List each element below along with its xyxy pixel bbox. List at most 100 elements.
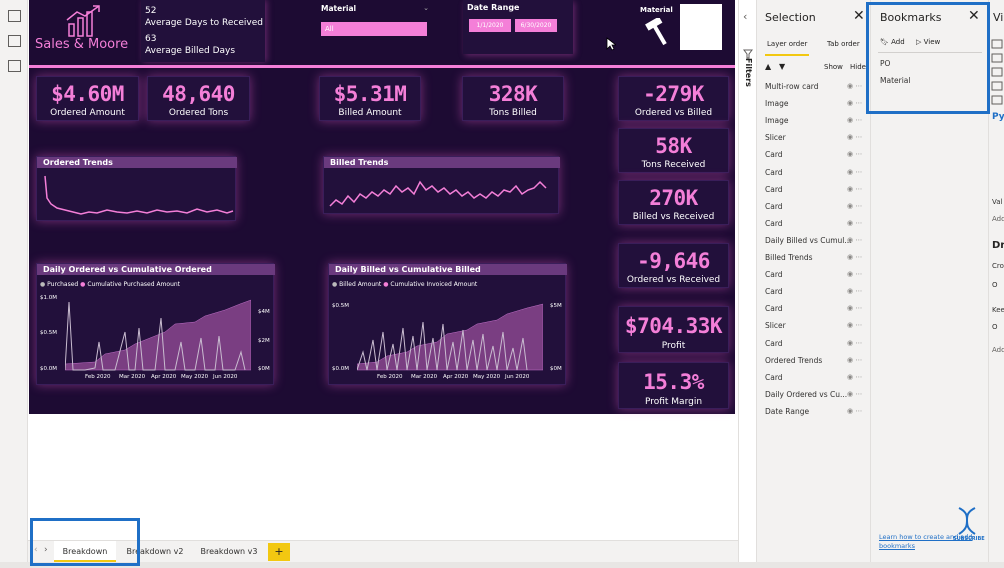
billed-trends-chart[interactable]: Billed Trends <box>323 156 560 214</box>
visibility-eye-icon[interactable]: ◉ ⋯ <box>847 116 863 125</box>
logo-card[interactable]: Sales & Moore <box>29 0 139 62</box>
viz-icon-grid[interactable] <box>991 38 1003 108</box>
visibility-eye-icon[interactable]: ◉ ⋯ <box>847 253 863 261</box>
layer-item[interactable]: Card ◉ ⋯ <box>757 168 871 182</box>
layer-item[interactable]: Card ◉ ⋯ <box>757 339 871 353</box>
layer-item[interactable]: Image ◉ ⋯ <box>757 99 871 113</box>
visibility-eye-icon[interactable]: ◉ ⋯ <box>847 270 863 279</box>
visibility-eye-icon[interactable]: ◉ ⋯ <box>847 184 863 193</box>
layer-item[interactable]: Card ◉ ⋯ <box>757 287 871 301</box>
view-bookmark-button[interactable]: ▷ View <box>916 38 940 46</box>
show-all-button[interactable]: Show <box>824 63 843 71</box>
tab-tab-order[interactable]: Tab order <box>827 40 860 48</box>
close-icon[interactable]: ✕ <box>968 8 980 24</box>
close-icon[interactable]: ✕ <box>853 8 865 24</box>
model-view-icon[interactable] <box>8 60 21 72</box>
start-date-input[interactable]: 1/1/2020 <box>469 19 511 32</box>
material-image[interactable]: Material <box>636 4 732 52</box>
kpi-profit[interactable]: $704.33K Profit <box>618 306 729 353</box>
material-slicer[interactable]: Material ⌄ All <box>321 4 429 38</box>
visibility-eye-icon[interactable]: ◉ ⋯ <box>847 355 863 364</box>
visibility-eye-icon[interactable]: ◉ ⋯ <box>847 99 863 108</box>
layer-item[interactable]: Card ◉ ⋯ <box>757 304 871 318</box>
layer-item[interactable]: Daily Billed vs Cumul... ◉ ⋯ <box>757 236 871 250</box>
visibility-eye-icon[interactable]: ◉ ⋯ <box>847 304 863 313</box>
data-view-icon[interactable] <box>8 35 21 47</box>
tab-layer-order[interactable]: Layer order <box>767 40 808 48</box>
add-bookmark-button[interactable]: 🔖︎ Add <box>880 38 905 46</box>
hide-all-button[interactable]: Hide <box>850 63 866 71</box>
material-dropdown[interactable]: All <box>321 22 427 36</box>
kpi-tons-billed[interactable]: 328K Tons Billed <box>462 76 564 121</box>
end-date-input[interactable]: 6/30/2020 <box>515 19 557 32</box>
kpi-billed-vs-received[interactable]: 270K Billed vs Received <box>618 180 729 225</box>
daily-ordered-chart[interactable]: Daily Ordered vs Cumulative Ordered ● Pu… <box>36 263 275 385</box>
toggle-off-label[interactable]: O <box>992 281 998 289</box>
layer-item[interactable]: Image ◉ ⋯ <box>757 116 871 130</box>
layer-item[interactable]: Ordered Trends ◉ ⋯ <box>757 356 871 370</box>
add-drill-field-label[interactable]: Add <box>992 346 1004 354</box>
chevron-left-icon[interactable]: ‹ <box>34 545 38 555</box>
visibility-eye-icon[interactable]: ◉ ⋯ <box>847 150 863 159</box>
kpi-ordered-vs-billed[interactable]: -279K Ordered vs Billed <box>618 76 729 121</box>
visibility-eye-icon[interactable]: ◉ ⋯ <box>847 235 863 244</box>
layer-item-label: Card <box>765 304 783 314</box>
visibility-eye-icon[interactable]: ◉ ⋯ <box>847 372 863 381</box>
filters-pane-collapsed[interactable]: ‹ Filters <box>738 0 756 568</box>
layer-item[interactable]: Card ◉ ⋯ <box>757 150 871 164</box>
layer-item[interactable]: Card ◉ ⋯ <box>757 219 871 233</box>
layer-item[interactable]: Slicer ◉ ⋯ <box>757 321 871 335</box>
page-tab-breakdown-v3[interactable]: Breakdown v3 <box>200 547 258 556</box>
layer-item[interactable]: Billed Trends ◉ ⋯ <box>757 253 871 267</box>
visibility-eye-icon[interactable]: ◉ ⋯ <box>847 218 863 227</box>
learn-bookmarks-link[interactable]: Learn how to create and add bookmarks <box>879 533 973 550</box>
layer-item[interactable]: Card ◉ ⋯ <box>757 202 871 216</box>
layer-item[interactable]: Slicer ◉ ⋯ <box>757 133 871 147</box>
visibility-eye-icon[interactable]: ◉ ⋯ <box>847 338 863 347</box>
visibility-eye-icon[interactable]: ◉ ⋯ <box>847 389 863 398</box>
page-tab-breakdown[interactable]: Breakdown <box>54 541 116 562</box>
filters-label[interactable]: Filters <box>744 58 753 87</box>
page-tab-breakdown-v2[interactable]: Breakdown v2 <box>126 547 184 556</box>
layer-item[interactable]: Date Range ◉ ⋯ <box>757 407 871 421</box>
layer-item[interactable]: Card ◉ ⋯ <box>757 185 871 199</box>
add-field-label[interactable]: Add <box>992 215 1004 223</box>
layer-item[interactable]: Daily Ordered vs Cu... ◉ ⋯ <box>757 390 871 404</box>
layer-item[interactable]: Multi-row card ◉ ⋯ <box>757 82 871 96</box>
billed-amount-label: Billed Amount <box>338 108 402 118</box>
mouse-cursor-icon <box>606 37 616 51</box>
chevron-down-icon[interactable]: ⌄ <box>423 4 429 12</box>
billed-trends-line <box>329 180 547 207</box>
move-down-icon[interactable]: ▼ <box>779 62 786 71</box>
toggle-off-label[interactable]: O <box>992 323 998 331</box>
visibility-eye-icon[interactable]: ◉ ⋯ <box>847 406 863 415</box>
date-range-slicer[interactable]: Date Range 1/1/2020 6/30/2020 <box>463 0 573 54</box>
visibility-eye-icon[interactable]: ◉ ⋯ <box>847 321 863 330</box>
move-up-icon[interactable]: ▲ <box>765 62 772 71</box>
layer-item[interactable]: Card ◉ ⋯ <box>757 270 871 284</box>
chevron-left-icon[interactable]: ‹ <box>743 10 748 23</box>
daily-billed-chart[interactable]: Daily Billed vs Cumulative Billed ● Bill… <box>328 263 567 385</box>
visibility-eye-icon[interactable]: ◉ ⋯ <box>847 167 863 176</box>
python-visual-label[interactable]: Py <box>992 112 1004 122</box>
bookmark-item[interactable]: Material <box>880 76 911 85</box>
subscribe-label[interactable]: SUBSCRIBE <box>953 536 985 542</box>
layer-item[interactable]: Card ◉ ⋯ <box>757 373 871 387</box>
add-page-button[interactable]: + <box>268 543 290 561</box>
filter-funnel-icon[interactable] <box>743 44 753 59</box>
bookmark-item[interactable]: PO <box>880 59 891 68</box>
header-stats-card[interactable]: 52 Average Days to Received 63 Average B… <box>141 0 265 62</box>
visibility-eye-icon[interactable]: ◉ ⋯ <box>847 133 863 142</box>
chevron-right-icon[interactable]: › <box>44 545 48 555</box>
kpi-profit-margin[interactable]: 15.3% Profit Margin <box>618 362 729 409</box>
kpi-ordered-tons[interactable]: 48,640 Ordered Tons <box>147 76 250 121</box>
ordered-trends-chart[interactable]: Ordered Trends <box>36 156 237 221</box>
visibility-eye-icon[interactable]: ◉ ⋯ <box>847 201 863 210</box>
kpi-billed-amount[interactable]: $5.31M Billed Amount <box>319 76 421 121</box>
visibility-eye-icon[interactable]: ◉ ⋯ <box>847 287 863 296</box>
kpi-ordered-amount[interactable]: $4.60M Ordered Amount <box>36 76 139 121</box>
kpi-ordered-vs-received[interactable]: -9,646 Ordered vs Received <box>618 243 729 288</box>
report-view-icon[interactable] <box>8 10 21 22</box>
kpi-tons-received[interactable]: 58K Tons Received <box>618 128 729 173</box>
visibility-eye-icon[interactable]: ◉ ⋯ <box>847 82 863 90</box>
